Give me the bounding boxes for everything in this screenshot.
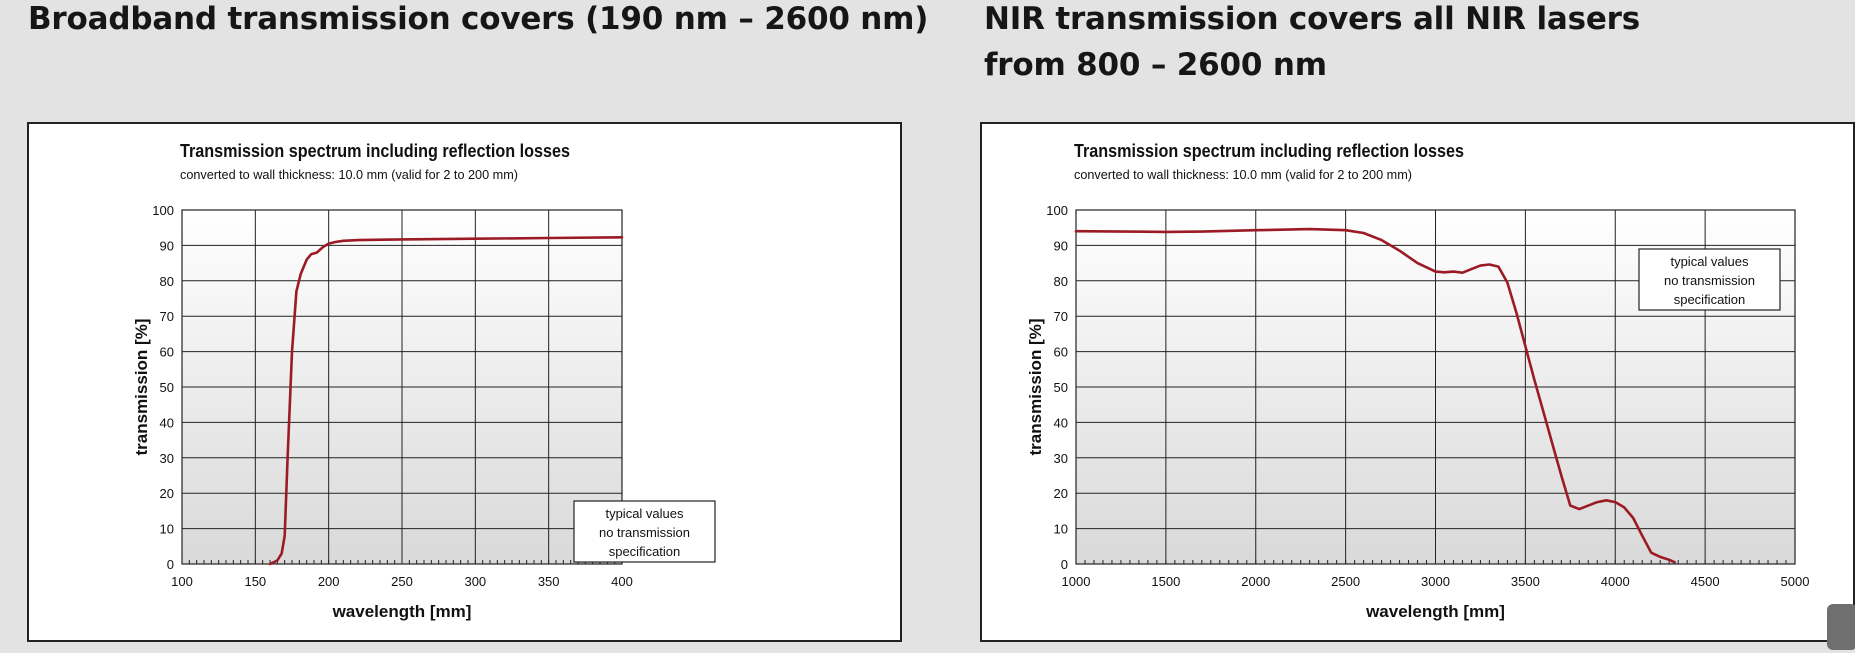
y-tick-label: 0 <box>1061 557 1068 572</box>
left-heading: Broadband transmission covers (190 nm – … <box>28 0 928 42</box>
y-tick-label: 10 <box>1054 522 1068 537</box>
x-tick-label: 100 <box>171 574 193 589</box>
y-tick-label: 90 <box>1054 238 1068 253</box>
y-axis-label: transmission [%] <box>132 319 151 456</box>
annotation-line: specification <box>1674 292 1746 307</box>
y-tick-label: 60 <box>160 345 174 360</box>
x-tick-label: 3000 <box>1421 574 1450 589</box>
annotation-box <box>573 500 716 563</box>
annotation-line: no transmission <box>599 525 690 540</box>
right-heading: NIR transmission covers all NIR lasers f… <box>984 0 1640 88</box>
chart-title: Transmission spectrum including reflecti… <box>180 141 570 161</box>
y-tick-label: 70 <box>160 309 174 324</box>
x-axis-label: wavelength [mm] <box>332 602 472 621</box>
x-tick-label: 1500 <box>1151 574 1180 589</box>
y-tick-label: 80 <box>160 274 174 289</box>
annotation-line: no transmission <box>1664 273 1755 288</box>
y-tick-label: 50 <box>160 380 174 395</box>
right-chart-panel: Transmission spectrum including reflecti… <box>980 122 1855 642</box>
x-axis-label: wavelength [mm] <box>1365 602 1505 621</box>
x-tick-label: 5000 <box>1781 574 1810 589</box>
scrollbar-thumb[interactable] <box>1827 604 1855 650</box>
plot-frame <box>181 209 623 565</box>
y-tick-label: 20 <box>160 486 174 501</box>
y-tick-label: 100 <box>1046 203 1068 218</box>
y-tick-label: 70 <box>1054 309 1068 324</box>
annotation-line: typical values <box>605 506 684 521</box>
annotation-box <box>1638 248 1781 311</box>
x-tick-label: 150 <box>244 574 266 589</box>
x-tick-label: 2000 <box>1241 574 1270 589</box>
transmission-curve <box>1074 227 1676 564</box>
annotation-line: typical values <box>1670 254 1749 269</box>
x-tick-label: 400 <box>611 574 633 589</box>
left-heading-line: Broadband transmission covers (190 nm – … <box>28 1 929 37</box>
transmission-curve <box>268 236 624 566</box>
chart-subtitle: converted to wall thickness: 10.0 mm (va… <box>1074 167 1412 182</box>
x-tick-label: 1000 <box>1062 574 1091 589</box>
x-tick-label: 4000 <box>1601 574 1630 589</box>
y-tick-label: 10 <box>160 522 174 537</box>
y-tick-label: 60 <box>1054 345 1068 360</box>
y-tick-label: 30 <box>160 451 174 466</box>
chart-title: Transmission spectrum including reflecti… <box>1074 141 1464 161</box>
x-tick-label: 2500 <box>1331 574 1360 589</box>
x-tick-label: 300 <box>464 574 486 589</box>
plot-frame <box>1075 209 1796 565</box>
y-tick-label: 0 <box>167 557 174 572</box>
left-chart: Transmission spectrum including reflecti… <box>132 141 716 621</box>
y-tick-label: 40 <box>160 415 174 430</box>
y-tick-label: 100 <box>152 203 174 218</box>
y-tick-label: 40 <box>1054 415 1068 430</box>
chart-subtitle: converted to wall thickness: 10.0 mm (va… <box>180 167 518 182</box>
left-chart-panel: Transmission spectrum including reflecti… <box>27 122 902 642</box>
right-heading-line-1: NIR transmission covers all NIR lasers <box>984 1 1641 37</box>
y-tick-label: 20 <box>1054 486 1068 501</box>
y-axis-label: transmission [%] <box>1026 319 1045 456</box>
right-chart: Transmission spectrum including reflecti… <box>1026 141 1810 621</box>
y-tick-label: 90 <box>160 238 174 253</box>
x-tick-label: 200 <box>318 574 340 589</box>
annotation-line: specification <box>609 544 681 559</box>
x-tick-label: 4500 <box>1691 574 1720 589</box>
y-tick-label: 30 <box>1054 451 1068 466</box>
x-tick-label: 3500 <box>1511 574 1540 589</box>
right-heading-line-2: from 800 – 2600 nm <box>984 47 1327 83</box>
y-tick-label: 80 <box>1054 274 1068 289</box>
x-tick-label: 350 <box>538 574 560 589</box>
x-tick-label: 250 <box>391 574 413 589</box>
y-tick-label: 50 <box>1054 380 1068 395</box>
